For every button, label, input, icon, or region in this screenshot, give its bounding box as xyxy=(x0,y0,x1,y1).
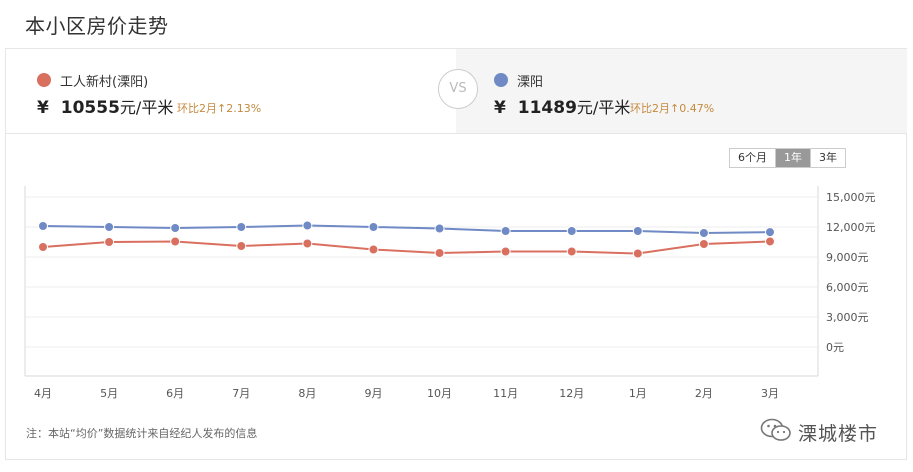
wechat-icon xyxy=(760,417,792,447)
data-point xyxy=(38,221,48,231)
y-tick-label: 3,000元 xyxy=(826,311,869,324)
x-tick-label: 2月 xyxy=(695,387,713,400)
data-point xyxy=(566,246,577,257)
price-compare-panel: 工人新村(溧阳) ¥ 10555元/平米 环比2月↑2.13% 溧阳 ¥ 114… xyxy=(5,48,907,134)
compare-left-name: 工人新村(溧阳) xyxy=(60,75,149,90)
x-tick-label: 10月 xyxy=(427,387,452,400)
x-tick-label: 8月 xyxy=(298,387,316,400)
data-point xyxy=(500,246,511,257)
data-point xyxy=(170,223,181,233)
data-point xyxy=(434,248,445,258)
data-point xyxy=(302,238,313,249)
footnote: 注：本站“均价”数据统计来自经纪人发布的信息 xyxy=(26,427,258,440)
data-point xyxy=(104,237,115,247)
watermark: 溧城楼市 xyxy=(760,417,878,447)
watermark-text: 溧城楼市 xyxy=(798,422,879,445)
x-tick-label: 7月 xyxy=(232,387,250,400)
compare-left-change: 环比2月↑2.13% xyxy=(177,102,262,115)
tab-1-year[interactable]: 1年 xyxy=(776,149,811,167)
series-line xyxy=(42,224,771,235)
data-point xyxy=(765,236,775,247)
compare-right-price-block: ¥ 11489元/平米 xyxy=(494,94,630,118)
currency-symbol: ¥ xyxy=(37,98,49,118)
data-point xyxy=(566,226,577,236)
legend-dot-right xyxy=(494,73,508,87)
y-tick-label: 9,000元 xyxy=(826,251,869,264)
x-tick-label: 11月 xyxy=(493,387,518,400)
data-point xyxy=(38,242,48,252)
data-point xyxy=(434,223,445,234)
compare-right-change: 环比2月↑0.47% xyxy=(630,102,715,115)
currency-symbol: ¥ xyxy=(494,98,506,118)
data-point xyxy=(170,236,181,247)
data-point xyxy=(500,226,511,236)
compare-left: 工人新村(溧阳) ¥ 10555元/平米 环比2月↑2.13% xyxy=(6,49,456,133)
x-tick-label: 5月 xyxy=(100,387,118,400)
data-point xyxy=(765,227,775,238)
page-title: 本小区房价走势 xyxy=(25,14,169,38)
y-tick-label: 6,000元 xyxy=(826,281,869,294)
x-tick-label: 1月 xyxy=(629,387,647,400)
data-point xyxy=(632,248,643,259)
compare-right-price: 11489 xyxy=(517,98,577,118)
legend-dot-left xyxy=(37,73,51,87)
y-tick-label: 15,000元 xyxy=(826,191,876,204)
data-point xyxy=(368,222,379,232)
x-tick-label: 4月 xyxy=(34,387,52,400)
data-point xyxy=(236,241,247,251)
compare-left-price: 10555 xyxy=(60,98,120,118)
compare-right: 溧阳 ¥ 11489元/平米 环比2月↑0.47% xyxy=(456,49,907,133)
compare-left-unit: 元/平米 xyxy=(119,98,174,117)
range-tabs: 6个月 1年 3年 xyxy=(729,148,846,168)
y-tick-label: 0元 xyxy=(826,341,844,354)
tab-3-years[interactable]: 3年 xyxy=(811,149,845,167)
compare-left-price-block: ¥ 10555元/平米 xyxy=(37,94,173,118)
data-point xyxy=(236,222,247,232)
compare-right-name: 溧阳 xyxy=(517,75,544,90)
vs-badge: VS xyxy=(438,69,478,109)
x-tick-label: 9月 xyxy=(364,387,382,400)
series-line xyxy=(42,240,771,255)
data-point xyxy=(368,244,379,255)
compare-right-unit: 元/平米 xyxy=(576,98,631,117)
data-point xyxy=(698,239,709,249)
tab-6-months[interactable]: 6个月 xyxy=(730,149,776,167)
x-tick-label: 3月 xyxy=(761,387,779,400)
chart-container xyxy=(5,134,907,460)
data-point xyxy=(302,220,313,231)
x-tick-label: 12月 xyxy=(559,387,584,400)
data-point xyxy=(104,222,115,232)
data-point xyxy=(632,226,643,236)
x-tick-label: 6月 xyxy=(166,387,184,400)
y-tick-label: 12,000元 xyxy=(826,221,876,234)
data-point xyxy=(698,228,709,238)
